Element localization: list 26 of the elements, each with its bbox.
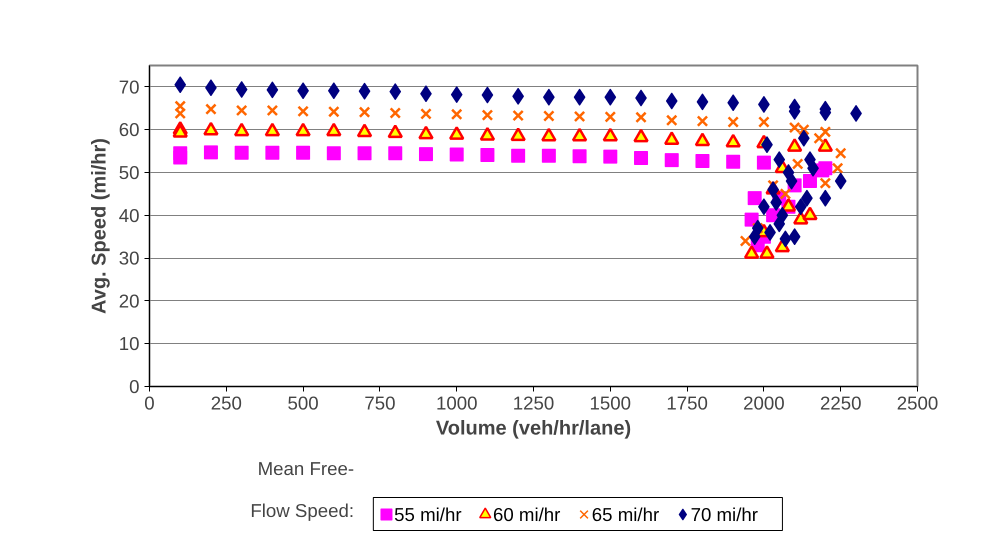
- x-tick-label: 1500: [590, 392, 632, 414]
- legend-label: 70 mi/hr: [690, 504, 758, 525]
- y-tick-label: 50: [118, 162, 140, 183]
- legend-label: 65 mi/hr: [592, 504, 660, 525]
- x-tick-label: 2000: [743, 392, 785, 414]
- x-tick-label: 750: [364, 392, 396, 414]
- legend-title: Mean Free-Flow Speed:: [250, 458, 354, 521]
- x-tick-label: 1000: [436, 392, 478, 414]
- y-tick-label: 20: [118, 290, 140, 312]
- x-tick-label: 1750: [666, 392, 708, 414]
- x-tick-label: 500: [288, 392, 319, 414]
- x-tick-label: 2500: [896, 392, 938, 414]
- legend-label: 55 mi/hr: [394, 504, 462, 525]
- y-tick-label: 30: [118, 248, 140, 269]
- x-axis-title: Volume (veh/hr/lane): [436, 418, 632, 440]
- x-tick-label: 0: [144, 392, 155, 414]
- y-tick-label: 0: [129, 376, 140, 397]
- y-tick-label: 40: [118, 204, 140, 226]
- y-axis-title: Avg. Speed (mi/hr): [88, 138, 111, 314]
- y-tick-label: 10: [118, 333, 140, 354]
- x-tick-label: 2250: [820, 392, 862, 414]
- x-tick-label: 1250: [512, 392, 554, 414]
- y-tick-label: 60: [118, 119, 140, 140]
- legend-label: 60 mi/hr: [492, 504, 560, 525]
- y-tick-label: 70: [118, 76, 140, 98]
- x-tick-label: 250: [210, 392, 242, 414]
